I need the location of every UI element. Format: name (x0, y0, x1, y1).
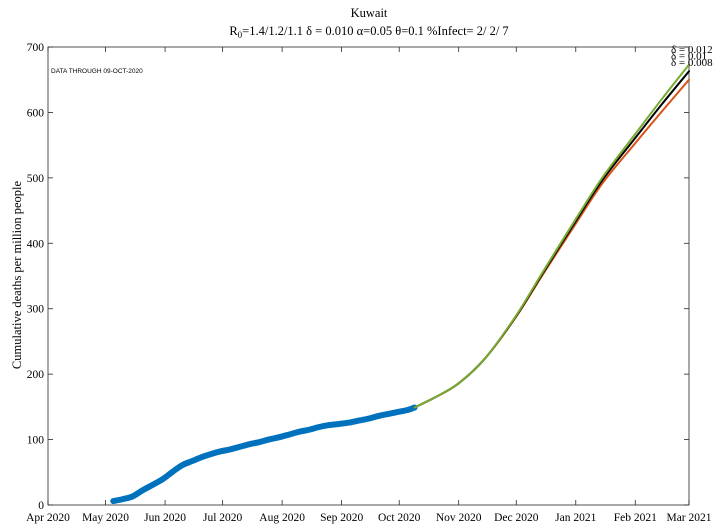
x-tick-label: Dec 2020 (494, 512, 539, 524)
x-tick-label: Aug 2020 (259, 512, 305, 524)
x-tick-label: Oct 2020 (378, 512, 421, 524)
x-tick-label: Jun 2020 (144, 512, 186, 524)
y-tick-label: 100 (27, 435, 45, 447)
subtitle-rest: =1.4/1.2/1.1 δ = 0.010 α=0.05 θ=0.1 %Inf… (242, 24, 509, 38)
axes: 0 100 200 300 400 500 600 700 Apr 2020 May 2020 Ju… (26, 42, 712, 524)
series-line-0 (110, 404, 418, 505)
x-tick-label: May 2020 (82, 512, 129, 524)
series-layer (110, 63, 690, 505)
chart-subtitle: R0=1.4/1.2/1.1 δ = 0.010 α=0.05 θ=0.1 %I… (229, 24, 508, 40)
x-tick-label: Apr 2020 (26, 512, 70, 524)
x-tick-label: Mar 2021 (666, 512, 711, 524)
series-line-1 (413, 78, 690, 409)
series-line-3 (413, 63, 690, 409)
subtitle-r-sub: 0 (238, 30, 243, 40)
y-tick-label: 0 (38, 500, 44, 512)
y-tick-label: 200 (27, 369, 45, 381)
x-tick-label: Jan 2021 (555, 512, 596, 524)
y-tick-label: 400 (27, 238, 45, 250)
series-end-label-1: δ = 0.008 (671, 57, 713, 69)
x-tick-label: Jul 2020 (203, 512, 243, 524)
subtitle-r: R (229, 24, 238, 38)
y-tick-label: 700 (27, 42, 45, 54)
y-tick-label: 600 (27, 107, 45, 119)
series-end-label-3: δ = 0.012 (671, 44, 713, 56)
x-tick-label: Sep 2020 (320, 512, 363, 524)
chart-title: Kuwait (351, 6, 388, 20)
y-axis-label: Cumulative deaths per million people (10, 180, 24, 369)
data-through-annotation: DATA THROUGH 09-OCT-2020 (51, 68, 143, 75)
series-end-label-2: δ = 0.01 (671, 51, 707, 63)
x-tick-label: Nov 2020 (436, 512, 482, 524)
y-tick-label: 500 (27, 173, 45, 185)
plot-box (47, 46, 690, 506)
x-tick-label: Feb 2021 (614, 512, 657, 524)
y-tick-label: 300 (27, 304, 45, 316)
series-line-2 (413, 70, 690, 409)
